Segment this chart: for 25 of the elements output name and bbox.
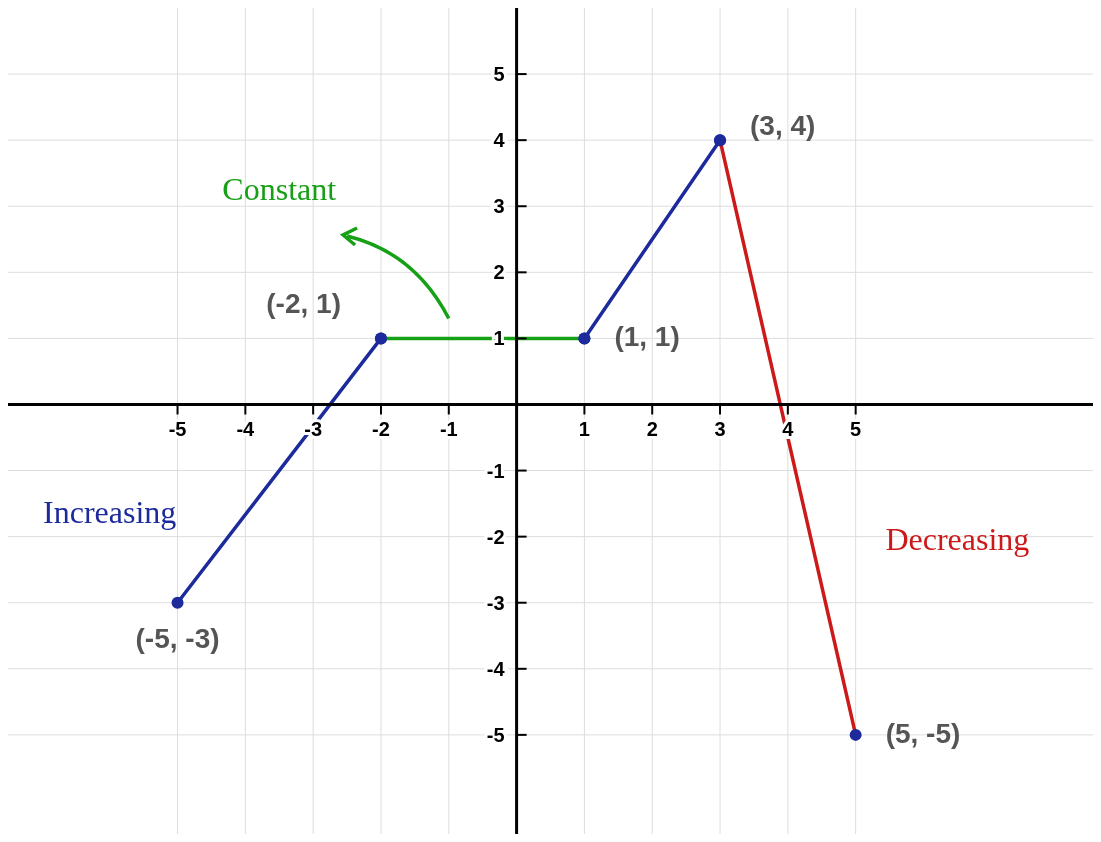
- annotation: (1, 1): [614, 321, 680, 353]
- annotation: Increasing: [43, 494, 177, 531]
- x-tick-label: 5: [850, 418, 862, 441]
- annotation: (5, -5): [885, 717, 961, 749]
- x-tick-label: 3: [714, 418, 726, 441]
- y-tick-label: 2: [493, 261, 505, 284]
- x-tick-label: -2: [372, 418, 390, 441]
- y-tick-label: -4: [486, 657, 506, 680]
- x-tick-label: -5: [168, 418, 187, 441]
- y-tick-label: -1: [486, 459, 505, 482]
- annotation: (-2, 1): [266, 288, 341, 320]
- y-tick-label: -3: [486, 591, 505, 614]
- y-tick-label: 4: [493, 129, 506, 152]
- annotation: (3, 4): [750, 110, 816, 142]
- annotation: Decreasing: [885, 520, 1030, 557]
- x-tick-label: -1: [439, 418, 458, 441]
- x-tick-label: 1: [578, 418, 590, 441]
- x-tick-label: -4: [236, 418, 256, 441]
- y-tick-label: 5: [493, 63, 505, 86]
- y-tick-label: -2: [486, 525, 505, 548]
- y-tick-label: -5: [486, 723, 505, 746]
- y-tick-label: 3: [493, 195, 505, 218]
- x-tick-label: 2: [646, 418, 658, 441]
- annotation: (-5, -3): [135, 622, 220, 654]
- annotation: Constant: [222, 170, 337, 207]
